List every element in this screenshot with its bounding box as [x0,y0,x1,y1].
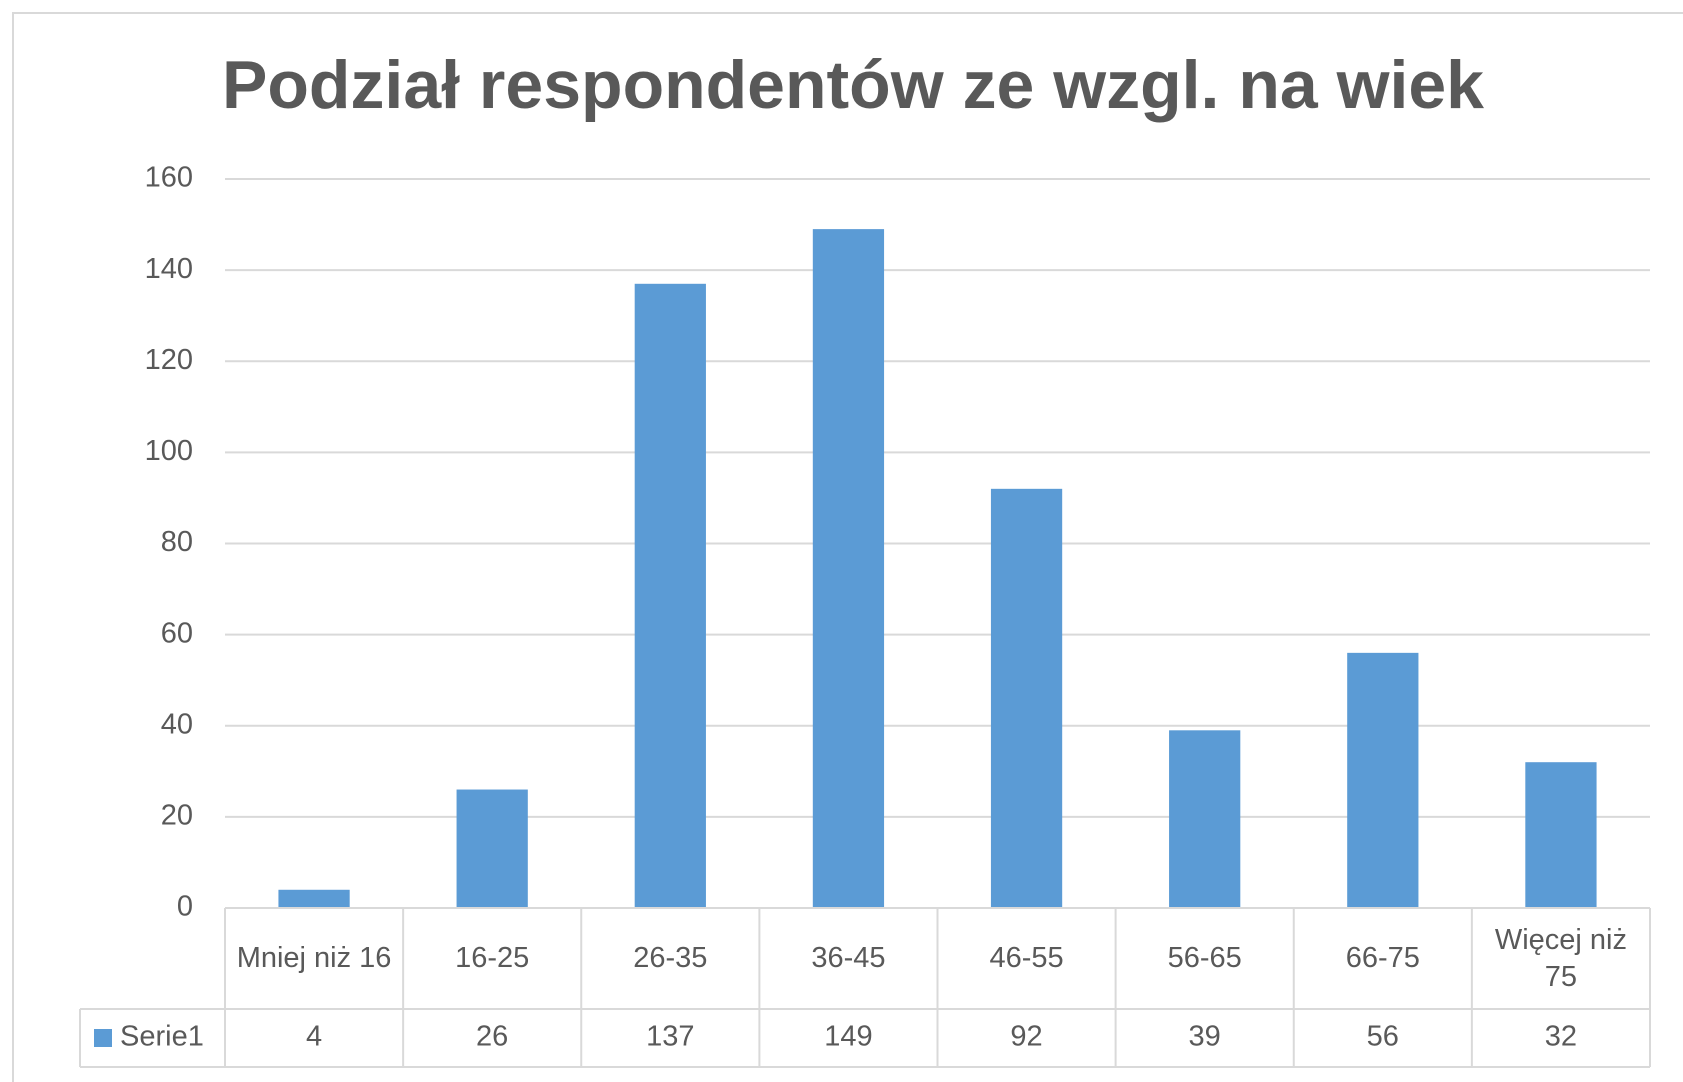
bar [278,889,350,908]
table-value: 4 [306,1021,322,1053]
y-tick-label: 140 [145,253,193,285]
y-tick-label: 0 [177,891,193,923]
table-value: 92 [1010,1021,1042,1053]
table-value: 137 [646,1021,694,1053]
x-tick-label: Mniej niż 16 [236,942,392,975]
table-value: 26 [476,1021,508,1053]
y-tick-label: 80 [161,526,193,558]
y-tick-label: 40 [161,708,193,740]
x-tick-label: 16-25 [455,942,530,975]
x-tick-label: 46-55 [989,942,1064,975]
bar [1169,730,1241,908]
legend-label: Serie1 [120,1021,204,1053]
x-tick-label: Więcej niż 75 [1494,924,1628,993]
legend-swatch [94,1029,112,1047]
y-tick-label: 160 [145,162,193,194]
y-tick-label: 20 [161,800,193,832]
bar [990,488,1063,908]
x-tick-label: 56-65 [1167,942,1242,975]
chart-title: Podział respondentów ze wzgl. na wiek [222,47,1484,123]
x-tick-label: 66-75 [1345,942,1420,975]
table-value: 39 [1189,1021,1221,1053]
bar [456,789,528,908]
table-value: 56 [1367,1021,1399,1053]
y-tick-label: 60 [161,617,193,649]
x-tick-label: 36-45 [811,942,886,975]
x-tick-label: 26-35 [633,942,708,975]
y-tick-label: 120 [145,344,193,376]
y-tick-label: 100 [145,435,193,467]
bar [1347,652,1419,908]
bar [812,229,885,908]
bar [1525,762,1597,908]
bar [634,283,706,908]
table-value: 149 [824,1021,872,1053]
table-value: 32 [1545,1021,1577,1053]
